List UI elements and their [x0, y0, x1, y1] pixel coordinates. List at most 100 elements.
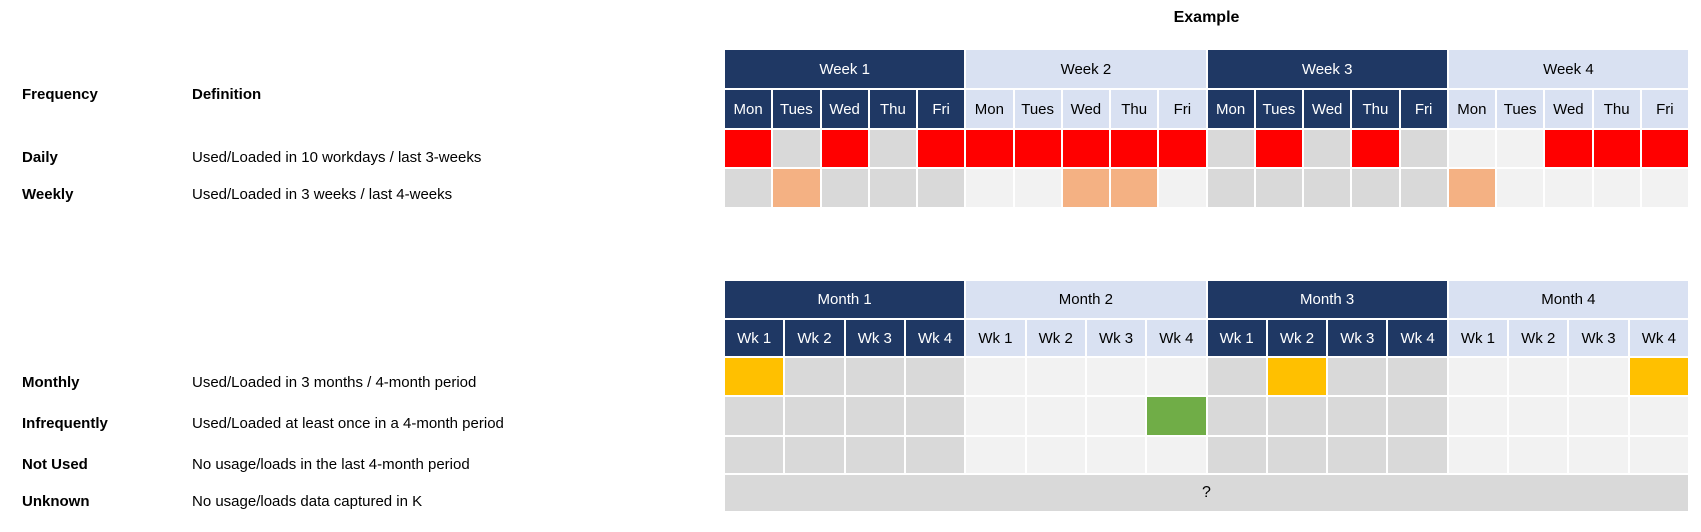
week-cell-weekly: [1545, 169, 1592, 207]
month-subheader-cell: Wk 3: [1086, 320, 1146, 356]
week-subheader-cell: Mon: [1207, 90, 1254, 128]
month-subheader-cell: Wk 2: [1267, 320, 1327, 356]
month-cell-infrequently: [905, 397, 965, 435]
month-cell-infrequently: [1629, 397, 1688, 435]
month-cell-not-used: [1569, 437, 1628, 473]
week-cell-weekly: [1400, 169, 1447, 207]
month-cell-infrequently: [1509, 397, 1568, 435]
week-subheader-cell: Wed: [1304, 90, 1351, 128]
week-cell-weekly: [773, 169, 820, 207]
month-cell-infrequently: [845, 397, 904, 435]
month-cell-monthly: [1569, 358, 1628, 395]
month-group-header: Month 3: [1207, 281, 1447, 318]
week-cell-daily: [725, 130, 772, 167]
month-subheader-cell: Wk 2: [1509, 320, 1568, 356]
month-group-header: Month 1: [725, 281, 965, 318]
month-cell-not-used: [1448, 437, 1508, 473]
legend-column-headers: Frequency Definition: [22, 85, 261, 105]
week-cell-daily: [1304, 130, 1351, 167]
frequency-definition: No usage/loads in the last 4-month perio…: [192, 456, 470, 473]
week-group-header: Week 1: [725, 50, 965, 88]
month-cell-monthly: [1509, 358, 1568, 395]
month-cell-monthly: [845, 358, 904, 395]
month-cell-not-used: [1629, 437, 1688, 473]
week-cell-weekly: [1448, 169, 1495, 207]
frequency-definition: Used/Loaded at least once in a 4-month p…: [192, 415, 504, 432]
month-cell-not-used: [1026, 437, 1085, 473]
week-cell-daily: [1497, 130, 1544, 167]
month-cell-not-used: [1086, 437, 1146, 473]
week-cell-daily: [1014, 130, 1061, 167]
frequency-definition: No usage/loads data captured in K: [192, 493, 423, 510]
month-cell-monthly: [1267, 358, 1327, 395]
frequency-definition: Used/Loaded in 3 months / 4-month period: [192, 374, 477, 391]
month-subheader-cell: Wk 3: [845, 320, 904, 356]
week-cell-daily: [966, 130, 1013, 167]
legend-row-monthly: Monthly Used/Loaded in 3 months / 4-mont…: [22, 373, 476, 393]
week-cell-weekly: [1111, 169, 1158, 207]
week-group-header: Week 2: [966, 50, 1206, 88]
week-cell-daily: [821, 130, 868, 167]
week-cell-daily: [918, 130, 965, 167]
unknown-merged-row: ?: [725, 475, 1688, 511]
week-cell-weekly: [1062, 169, 1109, 207]
week-cell-weekly: [1593, 169, 1640, 207]
month-cell-not-used: [1509, 437, 1568, 473]
frequency-label: Weekly: [22, 186, 74, 203]
month-cell-monthly: [1328, 358, 1387, 395]
week-subheader-cell: Tues: [1497, 90, 1544, 128]
month-cell-infrequently: [1569, 397, 1628, 435]
month-subheader-cell: Wk 2: [785, 320, 844, 356]
week-subheader-cell: Tues: [773, 90, 820, 128]
week-cell-daily: [1207, 130, 1254, 167]
week-cell-daily: [1400, 130, 1447, 167]
month-cell-infrequently: [1207, 397, 1266, 435]
week-cell-daily: [1352, 130, 1399, 167]
month-subheader-cell: Wk 4: [1388, 320, 1447, 356]
week-subheader-cell: Fri: [1641, 90, 1688, 128]
month-cell-monthly: [725, 358, 784, 395]
month-cell-infrequently: [1086, 397, 1146, 435]
week-cell-weekly: [1159, 169, 1206, 207]
week-cell-daily: [773, 130, 820, 167]
week-subheader-cell: Mon: [966, 90, 1013, 128]
week-subheader-cell: Thu: [1593, 90, 1640, 128]
week-subheader-cell: Fri: [1159, 90, 1206, 128]
week-subheader-cell: Thu: [1352, 90, 1399, 128]
legend-row-weekly: Weekly Used/Loaded in 3 weeks / last 4-w…: [22, 185, 452, 205]
month-cell-monthly: [966, 358, 1025, 395]
week-cell-weekly: [1641, 169, 1688, 207]
week-cell-daily: [1111, 130, 1158, 167]
week-cell-daily: [869, 130, 916, 167]
month-cell-infrequently: [725, 397, 784, 435]
month-cell-infrequently: [785, 397, 844, 435]
month-cell-monthly: [1629, 358, 1688, 395]
month-cell-monthly: [1147, 358, 1206, 395]
week-cell-weekly: [1207, 169, 1254, 207]
month-group-header: Month 2: [966, 281, 1206, 318]
week-subheader-cell: Fri: [918, 90, 965, 128]
example-title: Example: [1173, 9, 1240, 26]
month-cell-infrequently: [1448, 397, 1508, 435]
month-subheader-cell: Wk 1: [725, 320, 784, 356]
month-cell-infrequently: [1147, 397, 1206, 435]
definition-column-header: Definition: [192, 86, 262, 103]
month-cell-monthly: [1207, 358, 1266, 395]
frequency-definition: Used/Loaded in 10 workdays / last 3-week…: [192, 149, 482, 166]
month-subheader-cell: Wk 4: [905, 320, 965, 356]
week-cell-weekly: [1255, 169, 1302, 207]
month-cell-infrequently: [966, 397, 1025, 435]
week-cell-weekly: [1497, 169, 1544, 207]
month-cell-not-used: [1207, 437, 1266, 473]
month-cell-not-used: [845, 437, 904, 473]
week-subheader-cell: Mon: [725, 90, 772, 128]
month-cell-infrequently: [1267, 397, 1327, 435]
month-subheader-cell: Wk 1: [1207, 320, 1266, 356]
month-cell-monthly: [1388, 358, 1447, 395]
legend-row-daily: Daily Used/Loaded in 10 workdays / last …: [22, 148, 481, 168]
week-cell-weekly: [869, 169, 916, 207]
month-cell-not-used: [785, 437, 844, 473]
week-group-header: Week 4: [1448, 50, 1688, 88]
month-subheader-cell: Wk 3: [1569, 320, 1628, 356]
